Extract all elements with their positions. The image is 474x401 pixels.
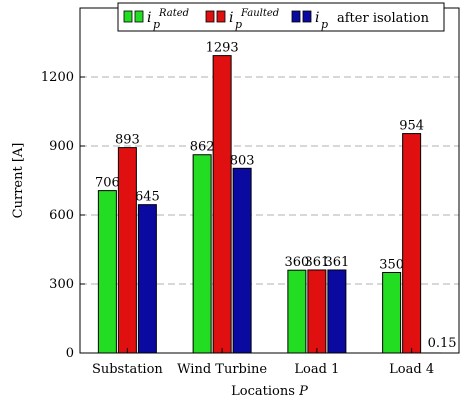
bar (327, 269, 347, 354)
legend-entry: i p after isolation (291, 10, 430, 31)
legend-swatch (134, 10, 144, 23)
data-label: 361 (324, 255, 349, 270)
bar (232, 167, 252, 354)
bars (97, 55, 442, 354)
bar (287, 269, 307, 354)
grid-lines (80, 76, 459, 285)
axes: 0 300 600 900 1200 Substation Wind Turbine Load… (11, 7, 460, 399)
x-tick-label: Load 4 (389, 362, 434, 377)
legend-label: after isolation (337, 11, 430, 26)
bar (402, 133, 422, 354)
data-label: 360 (284, 255, 309, 270)
data-label: 0.15 (428, 336, 457, 351)
legend-label: p (321, 18, 328, 31)
y-tick-label: 600 (49, 208, 74, 223)
legend-label: Rated (158, 8, 189, 19)
data-label: 893 (115, 133, 140, 148)
legend-swatch (302, 10, 312, 23)
x-tick-label: Wind Turbine (177, 362, 267, 377)
legend-label: p (235, 18, 242, 31)
data-label: 954 (399, 119, 424, 134)
bar (97, 190, 117, 354)
legend-swatch (216, 10, 226, 23)
legend-swatch (123, 10, 133, 23)
y-tick-label: 300 (49, 277, 74, 292)
legend-box (117, 2, 445, 32)
data-label: 862 (190, 140, 215, 155)
bar (137, 204, 157, 354)
y-tick-label: 1200 (41, 70, 74, 85)
bar (117, 147, 137, 354)
bar (192, 154, 212, 354)
y-axis-title: Current [A] (11, 143, 26, 219)
data-label: 803 (230, 153, 255, 168)
data-label: 645 (135, 190, 160, 205)
data-label: 350 (379, 258, 404, 273)
data-label: 1293 (206, 41, 239, 56)
y-tick-label: 0 (66, 346, 74, 361)
legend-label: i (315, 10, 319, 26)
legend-label: i (229, 10, 233, 26)
legend-label: i (147, 10, 151, 26)
data-label: 706 (95, 176, 120, 191)
x-axis-title: Locations P (231, 384, 308, 399)
x-tick-label: Load 1 (294, 362, 339, 377)
legend-swatch (205, 10, 215, 23)
legend-label: p (153, 18, 160, 31)
y-tick-label: 900 (49, 139, 74, 154)
legend-label: Faulted (240, 8, 279, 19)
x-tick-label: Substation (92, 362, 163, 377)
bar (307, 269, 327, 354)
bar (382, 272, 402, 354)
data-label: 361 (304, 255, 329, 270)
legend-swatch (291, 10, 301, 23)
bar (212, 55, 232, 354)
